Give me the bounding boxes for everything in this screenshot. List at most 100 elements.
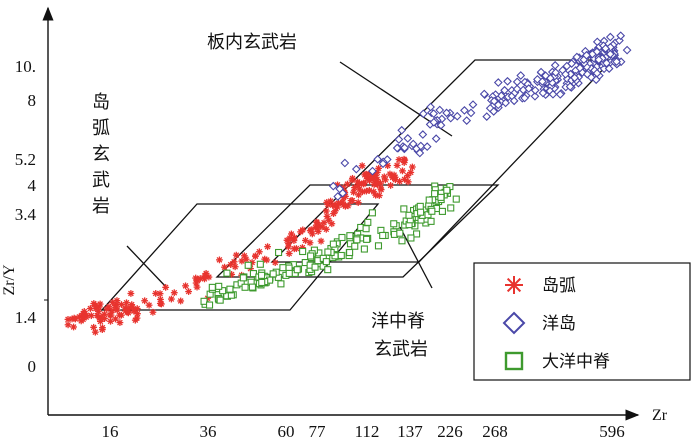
y-tick-label: 4 (28, 176, 37, 195)
data-point (396, 178, 404, 185)
data-point (285, 250, 293, 257)
x-tick-label: 596 (599, 422, 625, 438)
data-point (350, 188, 358, 196)
data-point (353, 236, 361, 244)
data-point (592, 68, 602, 78)
data-point (279, 264, 287, 272)
data-point (594, 55, 604, 65)
data-point (520, 93, 530, 103)
data-point (387, 182, 395, 189)
data-point (124, 309, 132, 317)
data-point (512, 77, 522, 87)
data-point (219, 287, 227, 295)
data-point (64, 316, 72, 323)
data-point (622, 45, 632, 55)
data-point (482, 112, 492, 121)
data-point (322, 207, 330, 215)
data-point (185, 288, 193, 295)
data-point (335, 184, 345, 194)
data-point (616, 31, 626, 41)
data-point (291, 234, 298, 242)
data-point (452, 195, 460, 203)
data-point (334, 199, 342, 207)
data-point (232, 251, 240, 259)
data-point (346, 248, 354, 257)
data-point (351, 184, 358, 191)
data-point (416, 141, 426, 151)
data-point (368, 209, 376, 217)
data-point (157, 296, 164, 303)
y-tick-label: 3.4 (15, 205, 37, 224)
data-point (431, 134, 441, 144)
data-point (397, 125, 407, 135)
data-point (293, 245, 300, 252)
data-point (373, 154, 383, 164)
mid-ocean-ridge-field (215, 184, 500, 278)
data-point (340, 158, 350, 168)
x-tick-label: 112 (355, 422, 380, 438)
data-point (407, 169, 415, 176)
y-tick-label: 10. (15, 57, 36, 76)
data-point (447, 204, 455, 212)
data-point (283, 236, 291, 244)
data-point (369, 175, 377, 183)
data-point (587, 49, 597, 59)
data-point (393, 161, 401, 169)
data-point (562, 61, 572, 71)
data-point (284, 243, 292, 251)
data-point (205, 301, 214, 309)
x-tick-label: 60 (278, 422, 295, 438)
data-point (452, 111, 462, 121)
data-point (109, 298, 117, 306)
data-point (123, 299, 130, 307)
data-point (379, 231, 387, 240)
data-point (400, 205, 408, 213)
data-point (417, 208, 425, 216)
data-point (299, 226, 307, 234)
data-point (330, 210, 337, 218)
legend-label: 岛弧 (542, 276, 576, 296)
legend-label: 洋岛 (542, 314, 576, 334)
data-point (107, 317, 114, 325)
data-point (436, 120, 446, 130)
data-point (381, 176, 389, 184)
data-point (230, 258, 238, 266)
data-point (162, 283, 170, 291)
data-point (221, 263, 228, 271)
data-point (503, 76, 512, 86)
data-point (277, 280, 285, 288)
x-tick-label: 268 (482, 422, 508, 438)
data-point (201, 272, 209, 280)
data-point (182, 282, 189, 290)
data-point (408, 139, 418, 149)
data-point (408, 163, 416, 171)
data-point (493, 100, 503, 110)
x-axis-title: Zr (652, 407, 668, 424)
data-point (91, 328, 99, 336)
data-point (551, 68, 561, 77)
data-point (97, 318, 104, 325)
data-point (358, 162, 366, 170)
data-point (359, 188, 366, 196)
mid-ocean-ridge-label-2: 玄武岩 (374, 339, 428, 360)
data-point (592, 47, 602, 57)
data-point (103, 305, 111, 313)
data-point (426, 102, 435, 112)
data-point (348, 176, 356, 184)
data-point (360, 179, 368, 187)
data-point (550, 60, 560, 70)
data-point (428, 207, 436, 215)
data-point (264, 243, 271, 251)
data-point (400, 159, 408, 166)
island-arc-field (100, 203, 380, 311)
data-point (90, 300, 98, 307)
data-point (425, 196, 433, 204)
data-point (75, 313, 83, 321)
x-tick-labels: 16 36 60 77 112 137 226 268 596 (102, 422, 625, 438)
data-point (131, 316, 139, 324)
data-point (344, 180, 351, 188)
data-point (443, 186, 451, 194)
data-point (377, 184, 385, 192)
data-point (70, 323, 77, 331)
data-point (337, 251, 345, 260)
